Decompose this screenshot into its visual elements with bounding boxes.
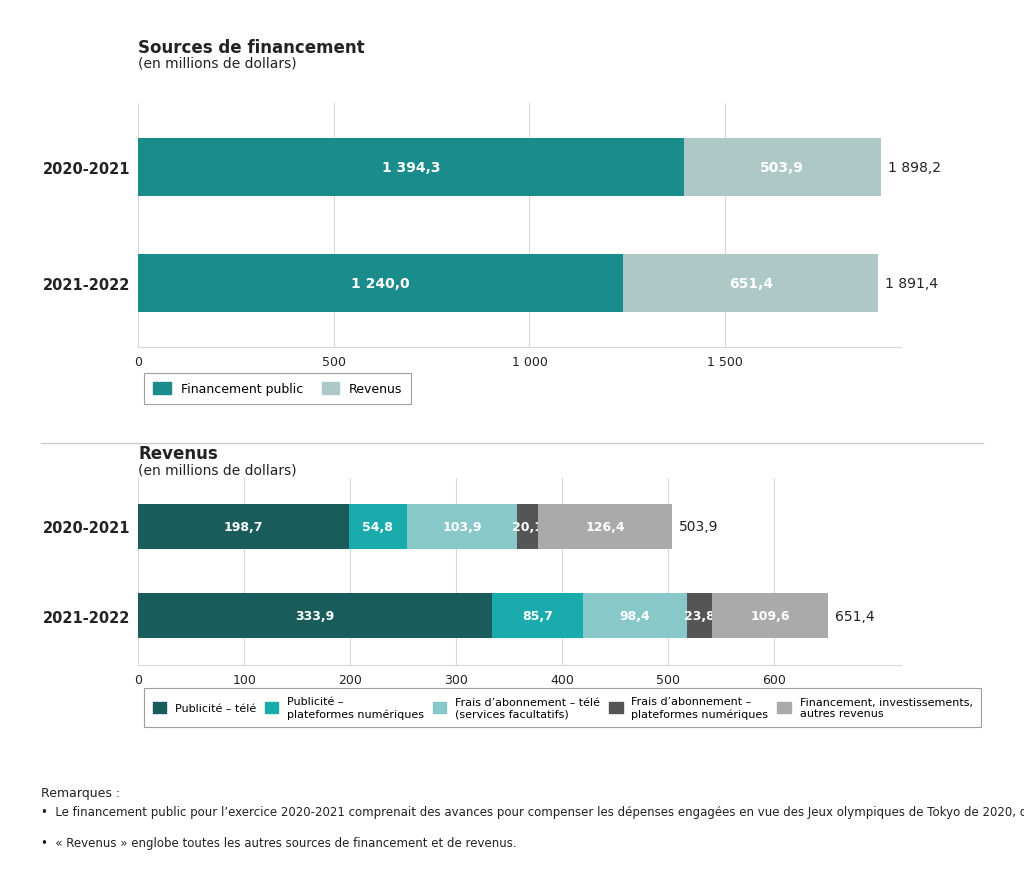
Text: Revenus: Revenus [138,445,218,463]
Bar [138,594,492,638]
Text: 20,1: 20,1 [512,521,543,534]
Text: 503,9: 503,9 [761,161,804,175]
Text: 1 240,0: 1 240,0 [351,277,410,291]
Text: •  Le financement public pour l’exercice 2020-2021 comprenait des avances pour c: • Le financement public pour l’exercice … [41,806,1024,819]
Text: (en millions de dollars): (en millions de dollars) [138,56,297,70]
Bar [684,139,881,197]
Text: •  « Revenus » englobe toutes les autres sources de financement et de revenus.: • « Revenus » englobe toutes les autres … [41,836,516,849]
Bar [138,255,624,313]
Text: 98,4: 98,4 [620,609,650,622]
Text: 126,4: 126,4 [586,521,625,534]
Bar [687,594,713,638]
Text: (en millions de dollars): (en millions de dollars) [138,463,297,477]
Bar [583,594,687,638]
Text: 1 891,4: 1 891,4 [885,277,938,291]
Text: 103,9: 103,9 [442,521,481,534]
Text: 333,9: 333,9 [296,609,335,622]
Text: Remarques :: Remarques : [41,786,120,799]
Text: 651,4: 651,4 [835,609,874,623]
Text: 651,4: 651,4 [729,277,773,291]
Bar [492,594,583,638]
Text: 85,7: 85,7 [522,609,553,622]
Text: 23,8: 23,8 [684,609,715,622]
Bar [138,505,349,549]
Bar [349,505,407,549]
Text: 109,6: 109,6 [751,609,791,622]
Text: 54,8: 54,8 [362,521,393,534]
Text: 198,7: 198,7 [224,521,263,534]
Text: 1 898,2: 1 898,2 [888,161,941,175]
Bar [517,505,539,549]
Bar [713,594,828,638]
Bar [138,139,684,197]
Text: 503,9: 503,9 [679,520,718,534]
Legend: Publicité – télé, Publicité –
plateformes numériques, Frais d’abonnement – télé
: Publicité – télé, Publicité – plateforme… [143,687,981,727]
Bar [407,505,517,549]
Bar [624,255,879,313]
Legend: Financement public, Revenus: Financement public, Revenus [144,374,412,404]
Text: 1 394,3: 1 394,3 [382,161,440,175]
Bar [539,505,672,549]
Text: Sources de financement: Sources de financement [138,39,365,57]
